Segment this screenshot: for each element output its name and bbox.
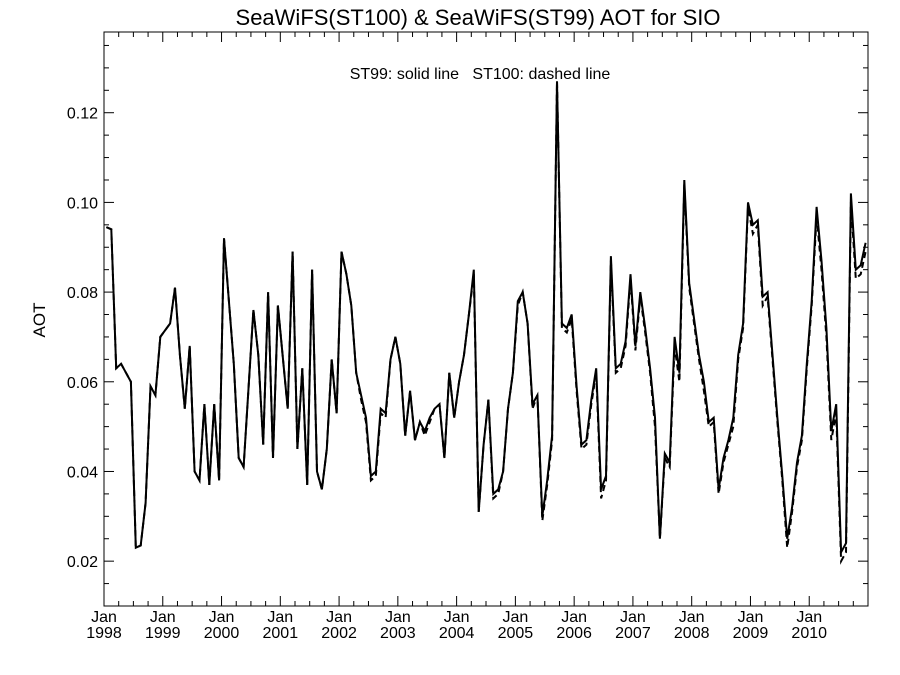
x-tick-month-label: Jan (150, 609, 176, 626)
plot-frame (103, 31, 869, 607)
x-tick-year-label: 2001 (263, 625, 299, 642)
x-tick-year-label: 1998 (86, 625, 122, 642)
x-axis-ticks: Jan1998Jan1999Jan2000Jan2001Jan2002Jan20… (86, 32, 869, 642)
x-tick-year-label: 2010 (791, 625, 827, 642)
y-axis-label: AOT (30, 303, 49, 338)
series-line-st100 (105, 81, 867, 565)
series-layer (105, 81, 867, 565)
x-tick-year-label: 2007 (615, 625, 651, 642)
y-tick-label: 0.06 (67, 375, 98, 392)
x-tick-month-label: Jan (326, 609, 352, 626)
line-style-annotation: ST99: solid line ST100: dashed line (350, 66, 611, 83)
y-tick-label: 0.08 (67, 285, 98, 302)
series-line-st99 (105, 81, 867, 556)
x-tick-year-label: 2000 (204, 625, 240, 642)
y-tick-label: 0.04 (67, 464, 98, 481)
x-tick-month-label: Jan (679, 609, 705, 626)
x-tick-month-label: Jan (738, 609, 764, 626)
x-tick-month-label: Jan (796, 609, 822, 626)
x-tick-month-label: Jan (209, 609, 235, 626)
x-tick-year-label: 2008 (674, 625, 710, 642)
y-tick-label: 0.10 (67, 195, 98, 212)
x-tick-month-label: Jan (502, 609, 528, 626)
chart-title: SeaWiFS(ST100) & SeaWiFS(ST99) AOT for S… (236, 5, 721, 30)
x-tick-year-label: 2009 (733, 625, 769, 642)
y-tick-label: 0.02 (67, 554, 98, 571)
y-tick-label: 0.12 (67, 106, 98, 123)
x-tick-year-label: 2003 (380, 625, 416, 642)
x-tick-month-label: Jan (385, 609, 411, 626)
x-tick-month-label: Jan (620, 609, 646, 626)
x-tick-month-label: Jan (91, 609, 117, 626)
y-axis-ticks: 0.02 0.04 0.06 0.08 0.10 0.12 (67, 44, 868, 607)
x-tick-year-label: 2005 (498, 625, 534, 642)
x-tick-year-label: 2002 (321, 625, 357, 642)
x-tick-month-label: Jan (561, 609, 587, 626)
x-tick-year-label: 2004 (439, 625, 475, 642)
x-tick-month-label: Jan (444, 609, 470, 626)
x-tick-month-label: Jan (267, 609, 293, 626)
x-tick-year-label: 1999 (145, 625, 181, 642)
x-tick-year-label: 2006 (556, 625, 592, 642)
